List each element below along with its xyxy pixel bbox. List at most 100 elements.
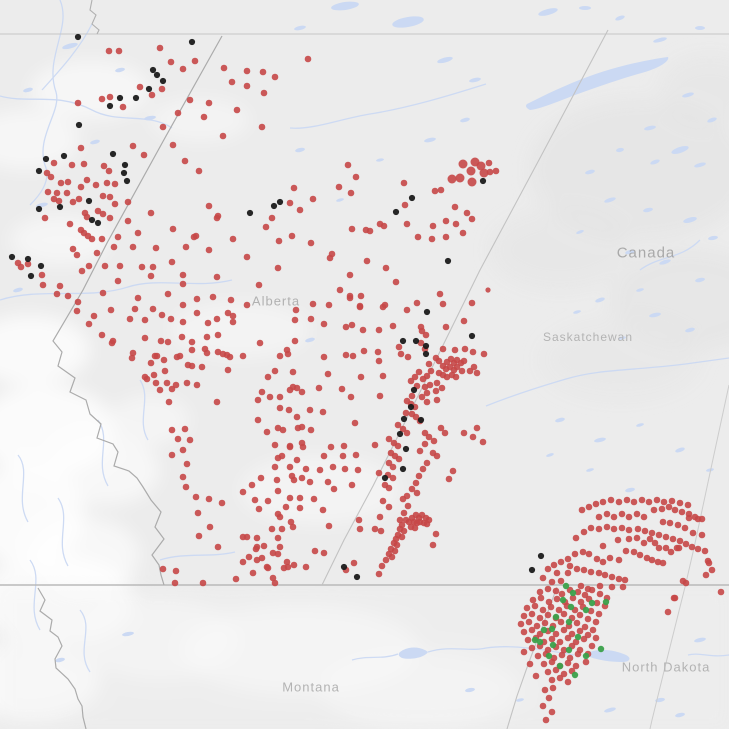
- red-data-point[interactable]: [688, 543, 696, 551]
- black-data-point[interactable]: [109, 150, 117, 158]
- red-data-point[interactable]: [271, 441, 279, 449]
- black-data-point[interactable]: [88, 216, 96, 224]
- red-data-point[interactable]: [533, 622, 541, 630]
- red-data-point[interactable]: [149, 263, 157, 271]
- red-data-point[interactable]: [286, 386, 294, 394]
- red-data-point[interactable]: [395, 343, 403, 351]
- red-data-point[interactable]: [311, 547, 319, 555]
- green-data-point[interactable]: [571, 671, 579, 679]
- red-data-point[interactable]: [141, 316, 149, 324]
- red-data-point[interactable]: [320, 353, 328, 361]
- red-data-point[interactable]: [249, 569, 257, 577]
- red-data-point[interactable]: [205, 246, 213, 254]
- red-data-point[interactable]: [309, 300, 317, 308]
- red-data-point[interactable]: [245, 553, 253, 561]
- red-data-point[interactable]: [408, 392, 416, 400]
- red-data-point[interactable]: [273, 476, 281, 484]
- red-data-point[interactable]: [560, 610, 568, 618]
- red-data-point[interactable]: [385, 435, 393, 443]
- red-data-point[interactable]: [581, 623, 589, 631]
- red-data-point[interactable]: [452, 373, 460, 381]
- red-data-point[interactable]: [114, 277, 122, 285]
- red-data-point[interactable]: [298, 474, 306, 482]
- red-data-point[interactable]: [589, 626, 597, 634]
- red-data-point[interactable]: [315, 384, 323, 392]
- red-data-point[interactable]: [274, 510, 282, 518]
- red-data-point[interactable]: [564, 659, 572, 667]
- green-data-point[interactable]: [582, 606, 590, 614]
- red-data-point[interactable]: [224, 309, 232, 317]
- red-data-point[interactable]: [351, 419, 359, 427]
- red-data-point[interactable]: [258, 123, 266, 131]
- red-data-point[interactable]: [576, 627, 584, 635]
- red-data-point[interactable]: [271, 463, 279, 471]
- green-data-point[interactable]: [567, 603, 575, 611]
- red-data-point[interactable]: [542, 716, 550, 724]
- black-data-point[interactable]: [145, 85, 153, 93]
- red-data-point[interactable]: [682, 540, 690, 548]
- red-data-point[interactable]: [330, 485, 338, 493]
- green-data-point[interactable]: [562, 582, 570, 590]
- green-data-point[interactable]: [588, 599, 596, 607]
- red-data-point[interactable]: [324, 478, 332, 486]
- red-data-point[interactable]: [470, 363, 478, 371]
- red-data-point[interactable]: [106, 193, 114, 201]
- red-data-point[interactable]: [566, 562, 574, 570]
- red-data-point[interactable]: [608, 583, 616, 591]
- red-data-point[interactable]: [402, 409, 410, 417]
- red-data-point[interactable]: [560, 670, 568, 678]
- red-data-point[interactable]: [254, 416, 262, 424]
- red-data-point[interactable]: [195, 167, 203, 175]
- red-data-point[interactable]: [388, 553, 396, 561]
- red-data-point[interactable]: [347, 393, 355, 401]
- red-data-point[interactable]: [174, 109, 182, 117]
- red-data-point[interactable]: [255, 505, 263, 513]
- red-data-point[interactable]: [179, 271, 187, 279]
- red-data-point[interactable]: [578, 506, 586, 514]
- red-data-point[interactable]: [153, 352, 161, 360]
- red-data-point[interactable]: [64, 178, 72, 186]
- red-data-point[interactable]: [77, 183, 85, 191]
- red-data-point[interactable]: [136, 83, 144, 91]
- red-data-point[interactable]: [165, 398, 173, 406]
- red-data-point[interactable]: [430, 437, 438, 445]
- red-data-point[interactable]: [558, 651, 566, 659]
- red-data-point[interactable]: [324, 370, 332, 378]
- red-data-point[interactable]: [290, 561, 298, 569]
- red-data-point[interactable]: [39, 281, 47, 289]
- red-data-point[interactable]: [708, 566, 716, 574]
- red-data-point[interactable]: [442, 217, 450, 225]
- red-data-point[interactable]: [381, 301, 389, 309]
- red-data-point[interactable]: [595, 513, 603, 521]
- red-data-point[interactable]: [400, 179, 408, 187]
- red-data-point[interactable]: [638, 496, 646, 504]
- red-data-point[interactable]: [539, 702, 547, 710]
- red-data-point[interactable]: [325, 522, 333, 530]
- red-data-point[interactable]: [157, 337, 165, 345]
- red-data-point[interactable]: [296, 494, 304, 502]
- red-data-point[interactable]: [646, 535, 654, 543]
- red-data-point[interactable]: [239, 352, 247, 360]
- black-data-point[interactable]: [74, 33, 82, 41]
- red-data-point[interactable]: [285, 406, 293, 414]
- red-data-point[interactable]: [548, 708, 556, 716]
- red-data-point[interactable]: [251, 496, 259, 504]
- red-data-point[interactable]: [181, 425, 189, 433]
- red-data-point[interactable]: [584, 615, 592, 623]
- red-data-point[interactable]: [560, 626, 568, 634]
- black-data-point[interactable]: [396, 430, 404, 438]
- red-data-point[interactable]: [38, 271, 46, 279]
- red-data-point[interactable]: [520, 628, 528, 636]
- red-data-point[interactable]: [582, 658, 590, 666]
- red-data-point[interactable]: [460, 429, 468, 437]
- red-data-point[interactable]: [592, 500, 600, 508]
- red-data-point[interactable]: [486, 168, 494, 176]
- red-data-point[interactable]: [105, 167, 113, 175]
- red-data-point[interactable]: [150, 371, 158, 379]
- red-data-point[interactable]: [50, 195, 58, 203]
- red-data-point[interactable]: [213, 273, 221, 281]
- red-data-point[interactable]: [168, 451, 176, 459]
- red-data-point[interactable]: [186, 436, 194, 444]
- black-data-point[interactable]: [24, 255, 32, 263]
- red-data-point[interactable]: [356, 303, 364, 311]
